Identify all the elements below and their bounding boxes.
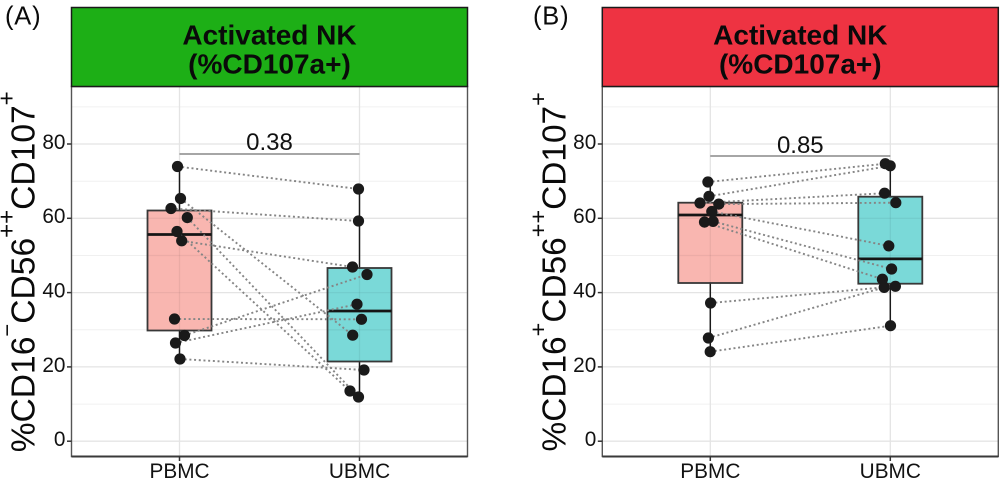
svg-text:0.38: 0.38: [246, 129, 293, 156]
svg-text:20: 20: [42, 354, 65, 377]
svg-text:UBMC: UBMC: [860, 460, 921, 483]
svg-text:40: 40: [42, 280, 65, 303]
svg-text:PBMC: PBMC: [149, 460, 209, 483]
svg-text:0: 0: [585, 428, 597, 451]
svg-text:80: 80: [42, 131, 65, 154]
svg-text:Activated NK: Activated NK: [182, 20, 356, 51]
svg-text:60: 60: [42, 205, 65, 228]
svg-text:PBMC: PBMC: [680, 460, 740, 483]
svg-text:0: 0: [54, 428, 66, 451]
svg-text:(B): (B): [533, 2, 569, 30]
svg-text:(%CD107a+): (%CD107a+): [188, 49, 351, 80]
svg-text:UBMC: UBMC: [329, 460, 390, 483]
svg-text:80: 80: [573, 131, 596, 154]
svg-text:60: 60: [573, 205, 596, 228]
svg-text:(%CD107a+): (%CD107a+): [719, 49, 882, 80]
svg-text:20: 20: [573, 354, 596, 377]
svg-text:(A): (A): [5, 2, 41, 30]
svg-text:%CD16−CD56++CD107+: %CD16−CD56++CD107+: [0, 91, 43, 452]
svg-text:40: 40: [573, 280, 596, 303]
svg-text:0.85: 0.85: [777, 132, 824, 159]
svg-text:Activated NK: Activated NK: [713, 20, 887, 51]
